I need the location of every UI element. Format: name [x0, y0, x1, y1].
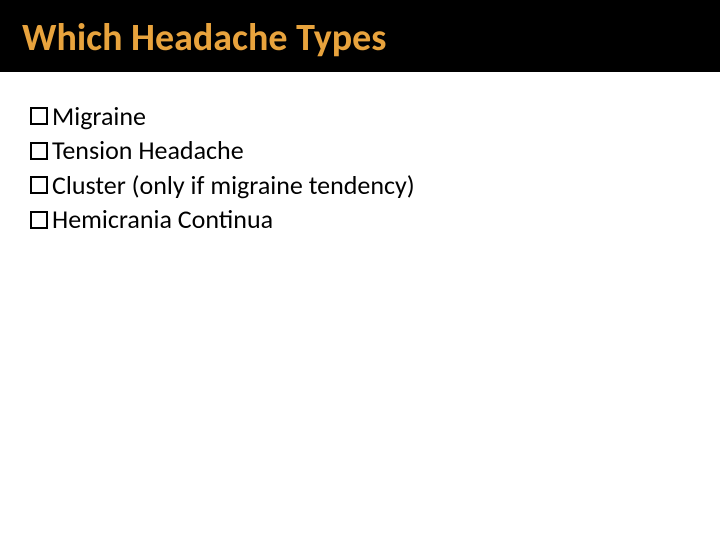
slide-title: Which Headache Types — [22, 18, 720, 60]
bullet-text: Cluster (only if migraine tendency) — [52, 169, 415, 202]
title-band: Which Headache Types — [0, 0, 720, 74]
square-bullet-icon — [30, 142, 48, 160]
list-item: Cluster (only if migraine tendency) — [30, 169, 720, 202]
square-bullet-icon — [30, 211, 48, 229]
square-bullet-icon — [30, 176, 48, 194]
list-item: Hemicrania Continua — [30, 203, 720, 236]
list-item: Migraine — [30, 100, 720, 133]
bullet-text: Hemicrania Continua — [52, 203, 273, 236]
slide-body: Migraine Tension Headache Cluster (only … — [0, 74, 720, 236]
bullet-text: Migraine — [52, 100, 146, 133]
list-item: Tension Headache — [30, 134, 720, 167]
square-bullet-icon — [30, 107, 48, 125]
bullet-text: Tension Headache — [52, 134, 244, 167]
